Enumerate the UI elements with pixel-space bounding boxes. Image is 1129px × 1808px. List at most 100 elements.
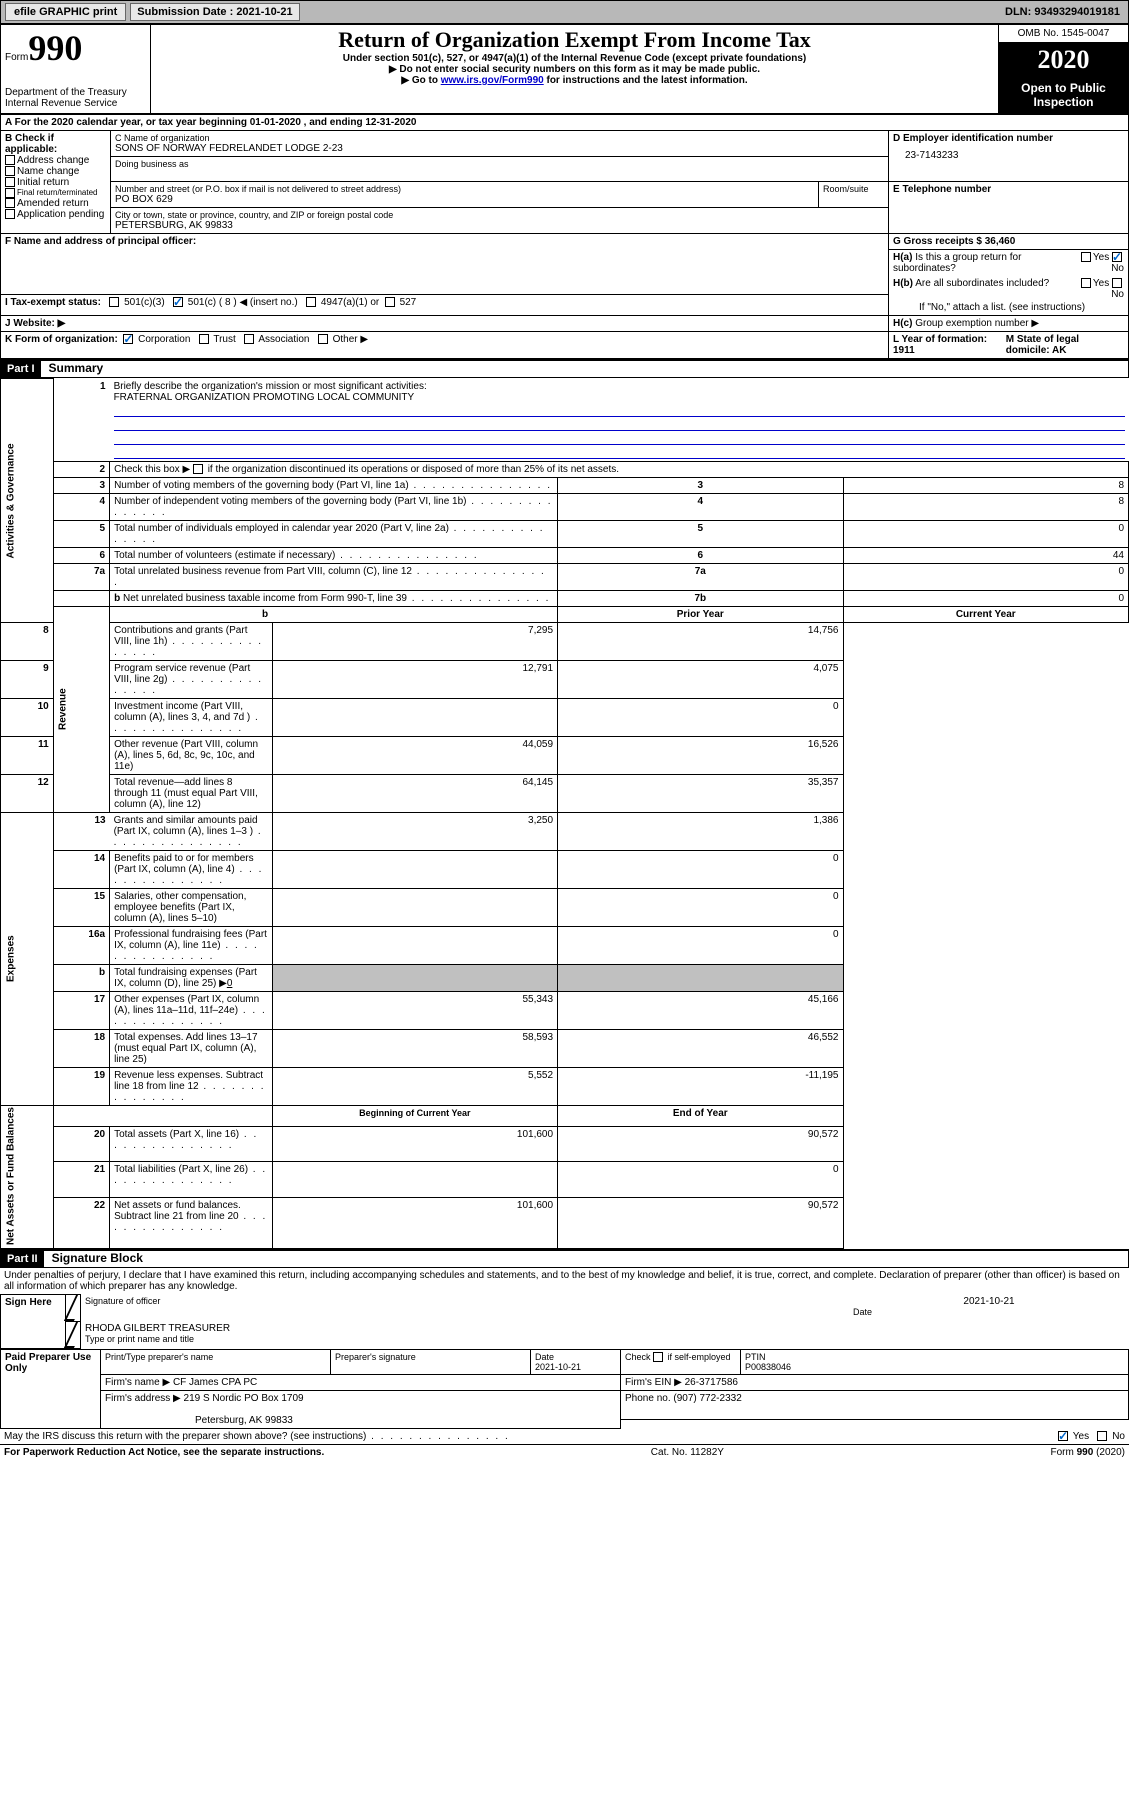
box-g: G Gross receipts $ 36,460 (889, 234, 1129, 250)
dept-irs: Internal Revenue Service (5, 98, 146, 109)
may-irs-yes[interactable] (1058, 1431, 1068, 1441)
l1: Briefly describe the organization's miss… (110, 379, 1129, 462)
hb-no[interactable] (1112, 278, 1122, 288)
box-k: K Form of organization: Corporation Trus… (1, 332, 889, 359)
city-label: City or town, state or province, country… (115, 210, 884, 220)
c22: 90,572 (558, 1198, 843, 1248)
part1-table: Activities & Governance 1 Briefly descri… (0, 378, 1129, 1249)
ha-yes[interactable] (1081, 252, 1091, 262)
dba-label: Doing business as (115, 159, 884, 169)
sig-officer-label: Signature of officer (85, 1296, 845, 1306)
pt-name-label: Print/Type preparer's name (101, 1349, 331, 1374)
addr: PO BOX 629 (115, 194, 814, 205)
box-b-label: B Check if applicable: (5, 133, 106, 155)
p11: 44,059 (272, 736, 557, 774)
l1-num: 1 (53, 379, 109, 462)
form-prefix: Form (5, 52, 28, 63)
footer-right: Form 990 (2020) (1051, 1447, 1125, 1458)
irs-link[interactable]: www.irs.gov/Form990 (441, 75, 544, 86)
chk-self: Check if self-employed (621, 1349, 741, 1374)
l14: Benefits paid to or for members (Part IX… (110, 850, 273, 888)
l4: Number of independent voting members of … (110, 493, 558, 520)
c13: 1,386 (558, 812, 843, 850)
chk-initial[interactable]: Initial return (5, 177, 106, 188)
phone: Phone no. (907) 772-2332 (621, 1390, 1129, 1420)
chk-527[interactable] (385, 297, 395, 307)
p14 (272, 850, 557, 888)
open-public: Open to Public Inspection (999, 77, 1128, 113)
begin-hdr: Beginning of Current Year (272, 1105, 557, 1126)
box-m: M State of legal domicile: AK (1002, 332, 1128, 358)
firm-addr: Firm's address ▶ 219 S Nordic PO Box 170… (101, 1390, 621, 1428)
p17: 55,343 (272, 991, 557, 1029)
pt-date: Date2021-10-21 (531, 1349, 621, 1374)
chk-corp[interactable] (123, 334, 133, 344)
form-body: A For the 2020 calendar year, or tax yea… (0, 114, 1129, 359)
current-hdr: Current Year (843, 606, 1129, 622)
c11: 16,526 (558, 736, 843, 774)
efile-print-button[interactable]: efile GRAPHIC print (5, 3, 126, 21)
tax-year: 2020 (999, 43, 1128, 77)
p20: 101,600 (272, 1126, 557, 1162)
subtitle-1: Under section 501(c), 527, or 4947(a)(1)… (155, 53, 994, 64)
l15: Salaries, other compensation, employee b… (110, 888, 273, 926)
p19: 5,552 (272, 1067, 557, 1105)
hb-yes[interactable] (1081, 278, 1091, 288)
officer-name: RHODA GILBERT TREASURER (85, 1323, 1125, 1334)
l9: Program service revenue (Part VIII, line… (110, 660, 273, 698)
chk-final[interactable]: Final return/terminated (5, 188, 106, 198)
chk-trust[interactable] (199, 334, 209, 344)
pt-sig-label: Preparer's signature (331, 1349, 531, 1374)
ha: H(a) Is this a group return for subordin… (889, 250, 1070, 276)
p22: 101,600 (272, 1198, 557, 1248)
c17: 45,166 (558, 991, 843, 1029)
vert-expenses: Expenses (1, 812, 54, 1105)
box-l: L Year of formation: 1911 (889, 332, 1002, 358)
v4: 8 (843, 493, 1129, 520)
v6: 44 (843, 547, 1129, 563)
chk-amended[interactable]: Amended return (5, 198, 106, 209)
chk-4947[interactable] (306, 297, 316, 307)
box-b: B Check if applicable: Address change Na… (1, 131, 111, 234)
ha-no[interactable] (1112, 252, 1122, 262)
may-irs: May the IRS discuss this return with the… (0, 1429, 989, 1444)
c20: 90,572 (558, 1126, 843, 1162)
p15 (272, 888, 557, 926)
sign-block: Sign Here Signature of officer 2021-10-2… (0, 1294, 1129, 1349)
chk-assoc[interactable] (244, 334, 254, 344)
p8: 7,295 (272, 622, 557, 660)
chk-name[interactable]: Name change (5, 166, 106, 177)
box-j: J Website: ▶ (1, 316, 889, 332)
c15: 0 (558, 888, 843, 926)
c19: -11,195 (558, 1067, 843, 1105)
chk-501c3[interactable] (109, 297, 119, 307)
part2-header: Part IISignature Block (0, 1249, 1129, 1268)
p16a (272, 926, 557, 964)
p16b-gray (272, 964, 557, 991)
chk-discontinued[interactable] (193, 464, 203, 474)
sig-date-label: Date (853, 1307, 1125, 1317)
ptin: PTINP00838046 (741, 1349, 1129, 1374)
chk-pending[interactable]: Application pending (5, 209, 106, 220)
may-irs-no[interactable] (1097, 1431, 1107, 1441)
box-i: I Tax-exempt status: 501(c)(3) 501(c) ( … (1, 294, 889, 315)
chk-self-employed[interactable] (653, 1352, 663, 1362)
form-header: Form990 Department of the Treasury Inter… (0, 24, 1129, 114)
p12: 64,145 (272, 774, 557, 812)
prior-hdr: Prior Year (558, 606, 843, 622)
box-f-label: F Name and address of principal officer: (5, 236, 196, 247)
footer: For Paperwork Reduction Act Notice, see … (0, 1444, 1129, 1460)
form-number: 990 (28, 28, 82, 68)
chk-other[interactable] (318, 334, 328, 344)
chk-address[interactable]: Address change (5, 155, 106, 166)
l18: Total expenses. Add lines 13–17 (must eq… (110, 1029, 273, 1067)
omb-number: OMB No. 1545-0047 (999, 25, 1128, 43)
c18: 46,552 (558, 1029, 843, 1067)
chk-501c[interactable] (173, 297, 183, 307)
l6: Total number of volunteers (estimate if … (110, 547, 558, 563)
part1-header: Part ISummary (0, 359, 1129, 378)
l8: Contributions and grants (Part VIII, lin… (110, 622, 273, 660)
firm-name: Firm's name ▶ CF James CPA PC (101, 1374, 621, 1390)
c16b-gray (558, 964, 843, 991)
l13: Grants and similar amounts paid (Part IX… (110, 812, 273, 850)
